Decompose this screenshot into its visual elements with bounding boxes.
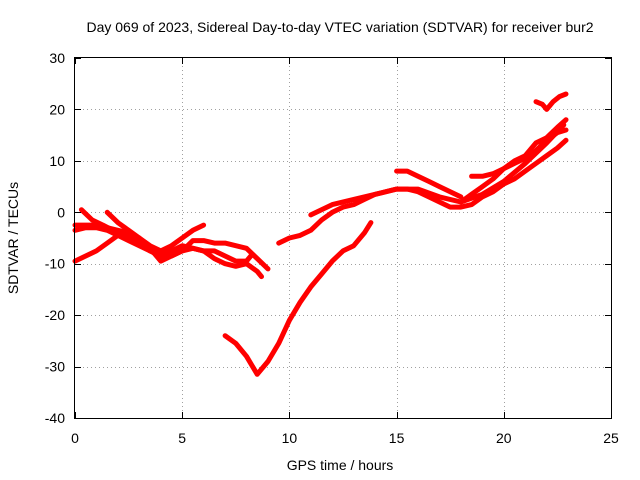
x-tick-label: 10 — [282, 430, 298, 446]
x-axis-label: GPS time / hours — [287, 457, 394, 473]
series-line-9 — [394, 168, 464, 200]
x-tick-label: 15 — [389, 430, 405, 446]
x-tick-label: 20 — [496, 430, 512, 446]
y-tick-label: 30 — [49, 50, 65, 66]
series-line-11 — [469, 127, 569, 179]
x-tick-label: 0 — [71, 430, 79, 446]
series-line-5 — [104, 209, 264, 280]
chart-title: Day 069 of 2023, Sidereal Day-to-day VTE… — [86, 19, 593, 35]
series-line-8 — [308, 122, 567, 218]
data-series — [72, 91, 569, 377]
y-axis-label: SDTVAR / TECUs — [5, 182, 21, 294]
y-tick-label: -40 — [45, 410, 65, 426]
series-line-12 — [533, 91, 569, 112]
axis-ticks: 0 5 10 15 20 25 -40 -30 -20 -10 0 10 20 30 — [45, 50, 619, 446]
y-tick-label: 10 — [49, 153, 65, 169]
y-tick-label: -10 — [45, 256, 65, 272]
series-line-10 — [458, 117, 569, 205]
y-tick-label: -30 — [45, 359, 65, 375]
x-tick-label: 5 — [178, 430, 186, 446]
grid-lines — [75, 58, 611, 418]
x-tick-label: 25 — [603, 430, 619, 446]
plot-frame — [74, 57, 612, 419]
y-tick-label: -20 — [45, 307, 65, 323]
series-line-6 — [222, 220, 374, 377]
series-line-7 — [276, 137, 569, 246]
y-tick-label: 0 — [57, 204, 65, 220]
y-tick-label: 20 — [49, 101, 65, 117]
